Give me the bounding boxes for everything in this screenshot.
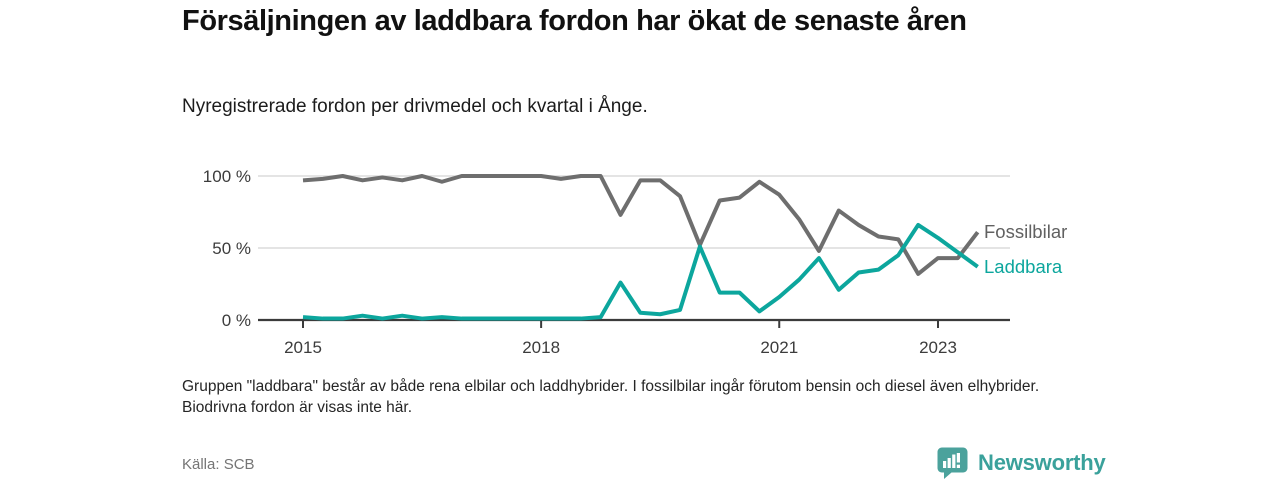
chart-footnote: Gruppen "laddbara" består av både rena e… [182, 378, 1040, 416]
line-chart: 0 % 50 % 100 % 2015 2018 2021 2023 Fossilbilar… [150, 150, 1210, 380]
x-tick-label: 2021 [760, 338, 798, 357]
series-label-fossilbilar: Fossilbilar [984, 221, 1068, 242]
fossilbilar-line [302, 174, 980, 276]
y-tick-label: 0 % [222, 311, 251, 330]
page-title: Försäljningen av laddbara fordon har öka… [182, 5, 967, 37]
source-text: Källa: SCB [182, 456, 255, 473]
laddbara-line [302, 222, 979, 321]
x-tick-label: 2015 [284, 338, 322, 357]
newsworthy-bubble-chart-icon [937, 447, 968, 479]
y-tick-label: 100 % [203, 167, 251, 186]
x-tick-label: 2023 [919, 338, 957, 357]
chart-subtitle: Nyregistrerade fordon per drivmedel och … [182, 96, 648, 117]
newsworthy-logo: Newsworthy [936, 446, 1106, 480]
y-tick-label: 50 % [212, 239, 251, 258]
series-label-laddbara: Laddbara [984, 256, 1063, 277]
newsworthy-logo-text: Newsworthy [978, 450, 1106, 475]
x-tick-label: 2018 [522, 338, 560, 357]
chart-canvas: 0 % 50 % 100 % 2015 2018 2021 2023 [203, 167, 1010, 357]
